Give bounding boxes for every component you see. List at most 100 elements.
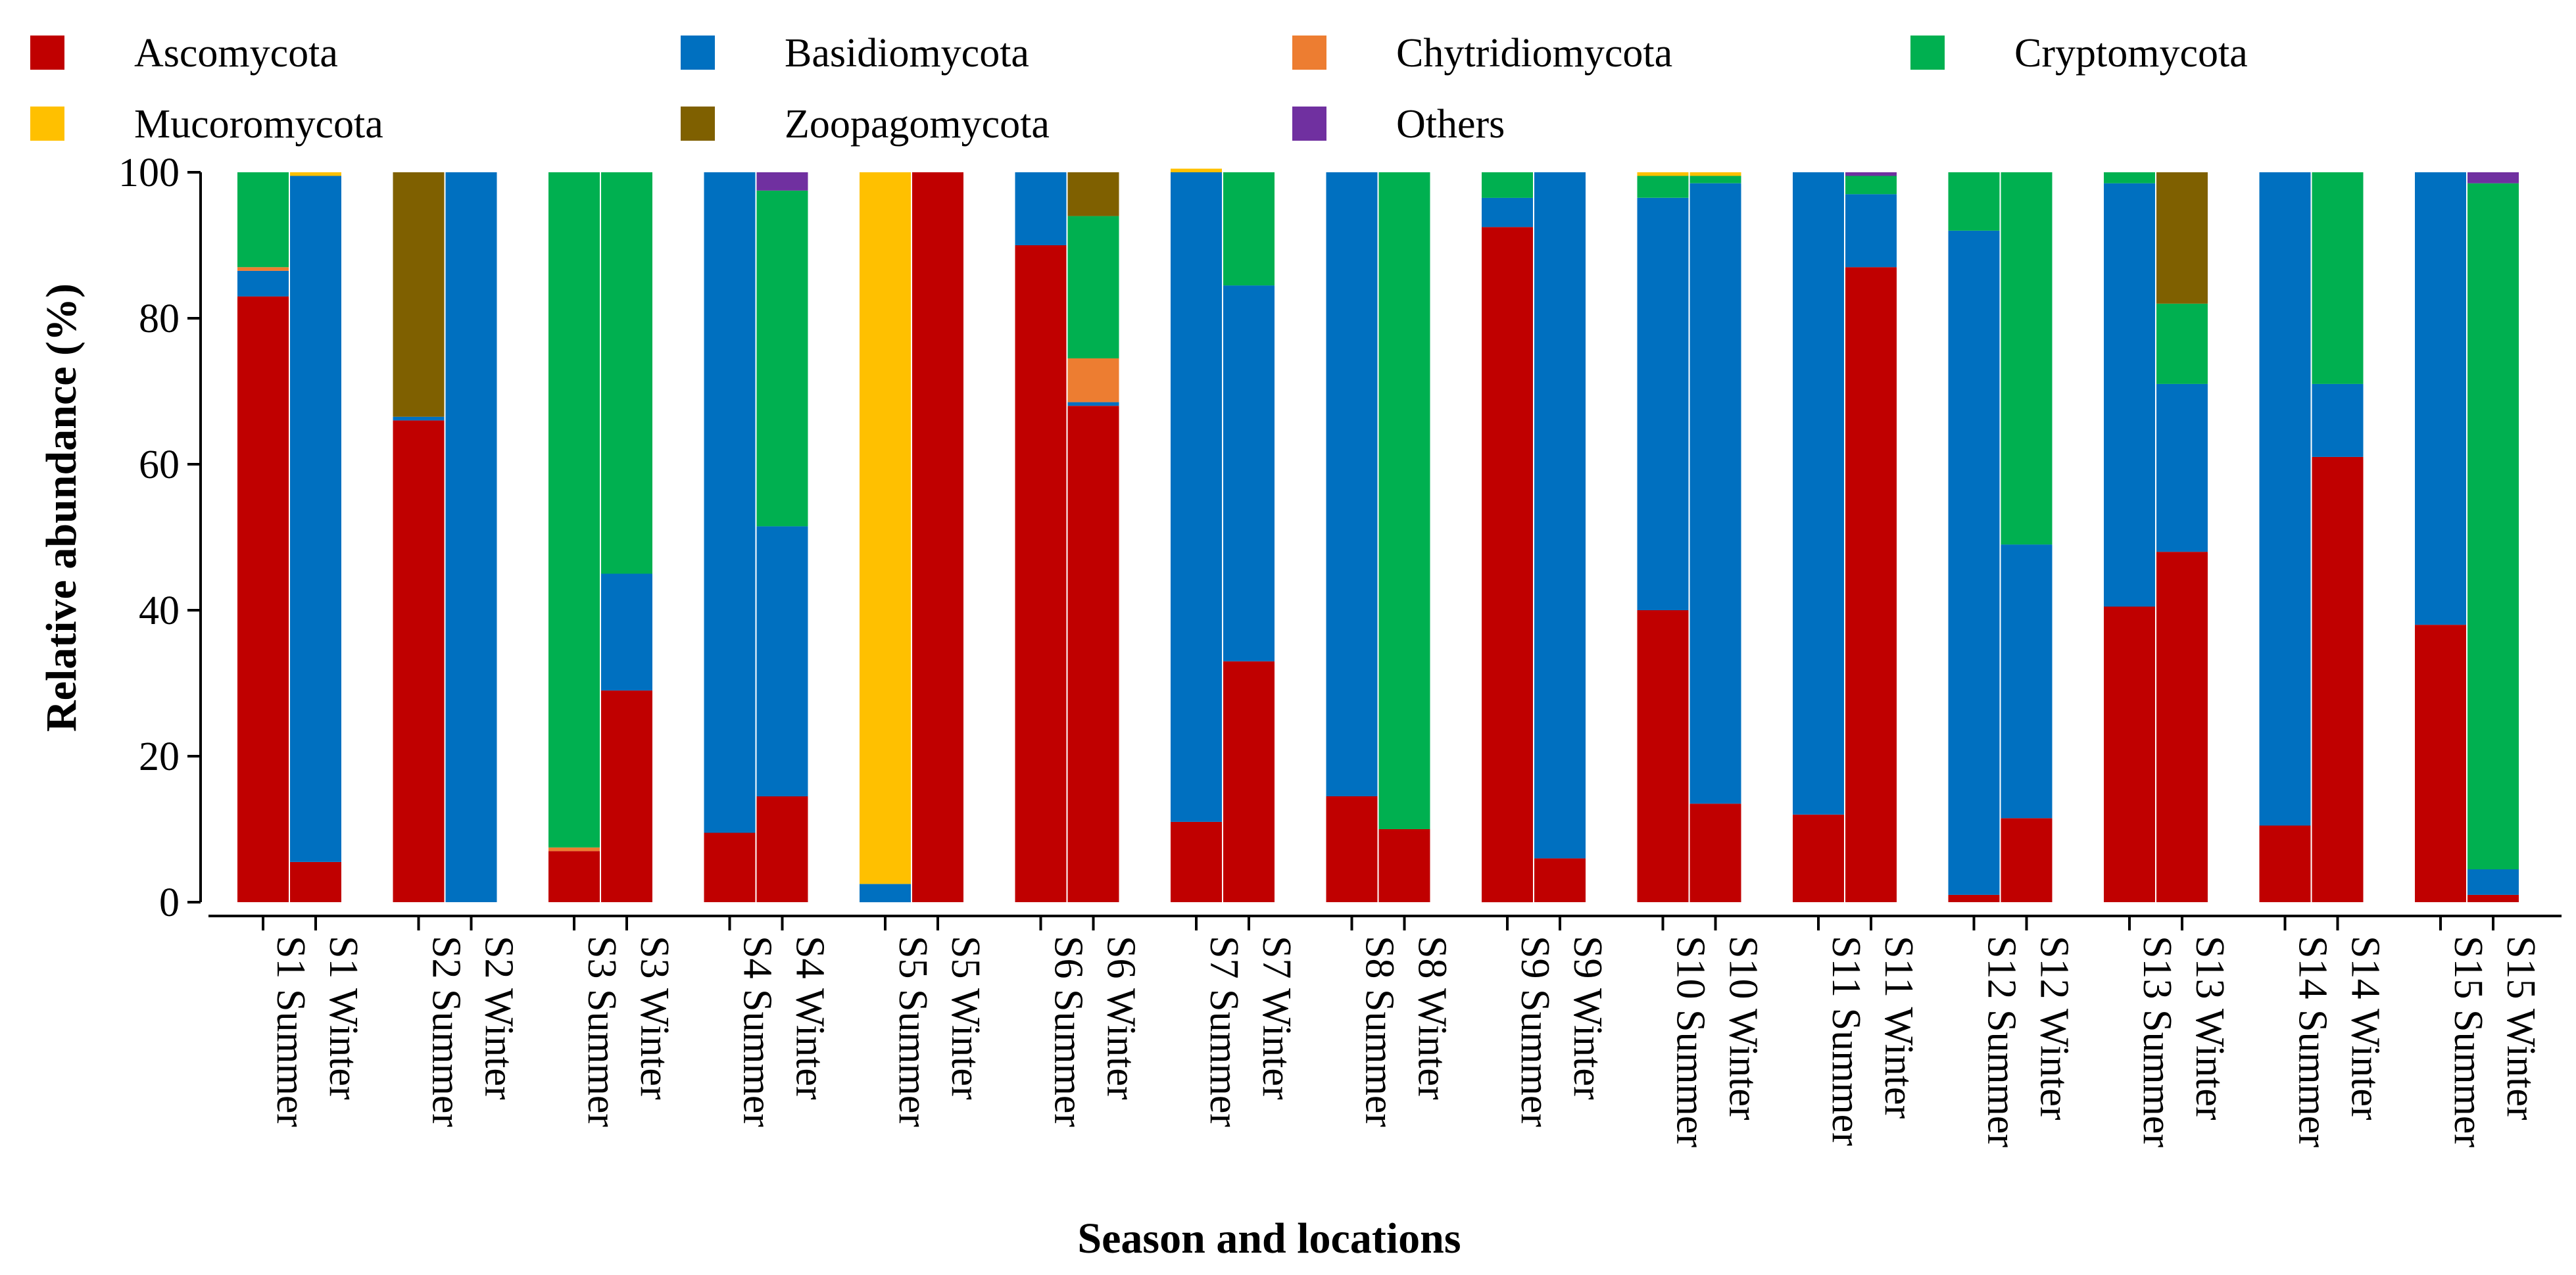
bar-segment-cryptomycota <box>237 172 289 268</box>
x-tick-label: S4 Winter <box>788 936 833 1100</box>
legend-label: Zoopagomycota <box>785 102 1050 147</box>
bar-segment-mucoromycota <box>860 172 911 884</box>
legend-label: Basidiomycota <box>785 31 1029 76</box>
x-tick-label: S4 Summer <box>735 936 780 1127</box>
x-tick-label: S8 Winter <box>1410 936 1455 1100</box>
legend-item-mucoromycota: Mucoromycota <box>30 102 383 147</box>
bar-s13-summer <box>2104 172 2155 902</box>
bar-segment-ascomycota <box>2104 606 2155 902</box>
legend-swatch <box>1292 36 1326 70</box>
x-tick-label: S9 Winter <box>1565 936 1610 1100</box>
bar-segment-basidiomycota <box>704 172 756 833</box>
bar-segment-ascomycota <box>1948 894 2000 902</box>
bar-segment-basidiomycota <box>860 884 911 903</box>
bar-segment-basidiomycota <box>1015 172 1067 245</box>
bar-segment-others <box>1845 172 1897 176</box>
x-tick-label: S11 Summer <box>1824 936 1868 1146</box>
y-tick-label: 60 <box>139 443 180 487</box>
bar-segment-ascomycota <box>2259 825 2311 902</box>
bar-s7-winter <box>1223 172 1275 902</box>
legend-label: Cryptomycota <box>2014 31 2248 76</box>
bar-segment-ascomycota <box>290 862 341 902</box>
bar-s6-winter <box>1067 172 1119 902</box>
bar-s7-summer <box>1171 168 1222 902</box>
bar-segment-ascomycota <box>2467 894 2519 902</box>
bar-segment-others <box>2467 172 2519 183</box>
legend-item-others: Others <box>1292 102 1505 147</box>
bar-segment-cryptomycota <box>1067 216 1119 358</box>
bar-segment-basidiomycota <box>1067 402 1119 406</box>
bar-segment-basidiomycota <box>1171 172 1222 822</box>
y-tick-label: 100 <box>118 151 180 195</box>
bar-segment-ascomycota <box>756 796 808 902</box>
bar-s10-summer <box>1637 172 1689 902</box>
legend-swatch <box>1910 36 1945 70</box>
x-axis: S1 Summer S1 Winter S2 Summer S2 Winter S3 S… <box>208 915 2562 1147</box>
bar-segment-cryptomycota <box>2312 172 2364 384</box>
bar-s15-winter <box>2467 172 2519 902</box>
legend-label: Mucoromycota <box>134 102 383 147</box>
bar-segment-basidiomycota <box>1845 194 1897 268</box>
bar-s3-summer <box>548 172 600 902</box>
bar-segment-basidiomycota <box>1689 183 1741 804</box>
y-axis: 0 20 40 60 80 100 <box>118 151 202 925</box>
x-tick-label: S6 Summer <box>1046 936 1091 1127</box>
bar-segment-chytridiomycota <box>237 267 289 271</box>
legend-swatch <box>30 107 64 141</box>
bar-segment-basidiomycota <box>1482 197 1533 228</box>
bar-segment-ascomycota <box>393 420 445 902</box>
bar-segment-ascomycota <box>1534 858 1586 902</box>
bar-segment-ascomycota <box>1689 804 1741 902</box>
bar-segment-ascomycota <box>2001 818 2053 902</box>
bar-s15-summer <box>2415 172 2466 902</box>
bar-segment-zoopagomycota <box>2156 172 2208 304</box>
bar-segment-cryptomycota <box>548 172 600 848</box>
legend-swatch <box>30 36 64 70</box>
x-tick-label: S8 Summer <box>1357 936 1402 1127</box>
bar-s8-summer <box>1326 172 1378 902</box>
x-tick-label: S6 Winter <box>1099 936 1144 1100</box>
bar-segment-cryptomycota <box>1482 172 1533 198</box>
bar-s5-winter <box>912 172 963 902</box>
y-tick-label: 40 <box>139 589 180 633</box>
bar-segment-ascomycota <box>1326 796 1378 902</box>
bar-segment-basidiomycota <box>601 573 652 691</box>
x-tick-label: S11 Winter <box>1876 936 1921 1119</box>
bar-segment-basidiomycota <box>2415 172 2466 625</box>
x-tick-label: S7 Summer <box>1202 936 1246 1127</box>
bar-segment-ascomycota <box>1482 227 1533 903</box>
bar-segment-cryptomycota <box>1845 176 1897 195</box>
bar-segment-ascomycota <box>912 172 963 902</box>
x-tick-label: S12 Summer <box>1980 936 2024 1147</box>
x-tick-label: S5 Summer <box>890 936 935 1127</box>
bar-segment-cryptomycota <box>1637 176 1689 198</box>
bar-s1-winter <box>290 172 341 902</box>
x-tick-label: S10 Summer <box>1668 936 1713 1147</box>
bar-segment-basidiomycota <box>1326 172 1378 796</box>
x-tick-label: S12 Winter <box>2032 936 2077 1120</box>
x-tick-label: S5 Winter <box>943 936 988 1100</box>
bar-segment-ascomycota <box>1793 814 1844 902</box>
bar-segment-ascomycota <box>1015 245 1067 902</box>
bar-segment-mucoromycota <box>1171 168 1222 172</box>
bar-segment-basidiomycota <box>1793 172 1844 815</box>
bars <box>237 168 2519 903</box>
bar-segment-zoopagomycota <box>393 172 445 417</box>
legend-swatch <box>681 36 715 70</box>
bar-segment-ascomycota <box>2415 625 2466 902</box>
x-tick-label: S1 Winter <box>321 936 366 1100</box>
bar-segment-basidiomycota <box>393 416 445 421</box>
bar-segment-chytridiomycota <box>548 847 600 852</box>
bar-segment-cryptomycota <box>756 190 808 527</box>
bar-s12-summer <box>1948 172 2000 902</box>
bar-segment-basidiomycota <box>445 172 497 902</box>
bar-segment-others <box>756 172 808 191</box>
bar-segment-ascomycota <box>1378 829 1430 902</box>
bar-segment-basidiomycota <box>2312 383 2364 457</box>
legend-item-chytridiomycota: Chytridiomycota <box>1292 31 1672 76</box>
y-tick-label: 80 <box>139 297 180 341</box>
bar-segment-ascomycota <box>2156 552 2208 902</box>
bar-segment-basidiomycota <box>1637 197 1689 610</box>
bar-segment-basidiomycota <box>1948 230 2000 895</box>
